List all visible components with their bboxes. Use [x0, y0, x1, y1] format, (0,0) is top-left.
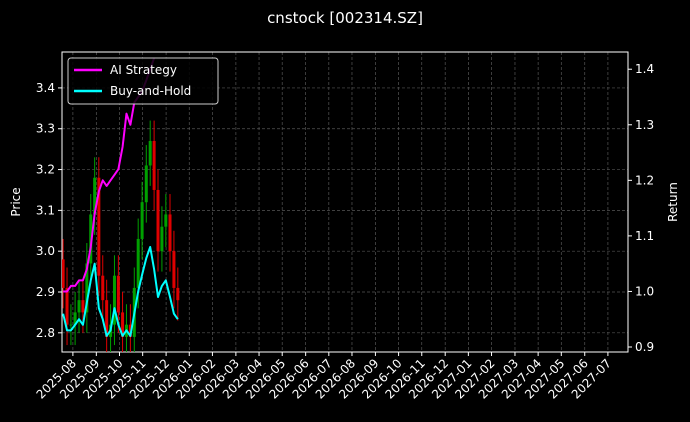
candle-body — [144, 165, 148, 203]
y2-tick-label: 1.4 — [635, 62, 654, 76]
series-line — [62, 246, 179, 337]
y-tick-label: 2.8 — [36, 326, 55, 340]
candle-body — [81, 300, 85, 313]
y2-tick-label: 1.1 — [635, 229, 654, 243]
candle-body — [101, 275, 105, 301]
candle-body — [116, 275, 120, 313]
candle-body — [156, 189, 160, 252]
candle-body — [77, 300, 81, 313]
candle-body — [73, 312, 77, 325]
candle-body — [148, 140, 152, 166]
candle-body — [85, 263, 89, 313]
y-tick-label: 2.9 — [36, 285, 55, 299]
candle-body — [172, 251, 176, 288]
legend-label: Buy-and-Hold — [110, 84, 191, 98]
chart-title: cnstock [002314.SZ] — [267, 9, 423, 27]
candle-body — [69, 324, 73, 326]
y2-tick-label: 0.9 — [635, 340, 654, 354]
candle-body — [105, 300, 109, 337]
y-tick-label: 3.2 — [36, 163, 55, 177]
candle-body — [168, 214, 172, 252]
y-tick-label: 3.0 — [36, 244, 55, 258]
candle-body — [136, 238, 140, 288]
y2-tick-label: 1.3 — [635, 118, 654, 132]
y2-tick-label: 1.0 — [635, 284, 654, 298]
y2-tick-label: 1.2 — [635, 173, 654, 187]
candle-body — [152, 140, 156, 190]
candle-body — [160, 226, 164, 252]
candle-body — [164, 214, 168, 227]
candle-body — [140, 202, 144, 239]
legend-label: AI Strategy — [110, 63, 177, 77]
candle-body — [121, 312, 125, 337]
y-tick-label: 3.4 — [36, 81, 55, 95]
y2-axis-label: Return — [666, 182, 680, 222]
y-tick-label: 3.3 — [36, 122, 55, 136]
y-tick-label: 3.1 — [36, 203, 55, 217]
plot-area — [62, 57, 180, 352]
candle-body — [93, 177, 97, 215]
candle-body — [97, 177, 101, 276]
candle-body — [62, 259, 65, 288]
candle-body — [176, 287, 180, 301]
legend-box — [67, 57, 219, 105]
candle-body — [65, 287, 69, 325]
candle-body — [112, 275, 116, 325]
y-axis-label: Price — [9, 187, 23, 216]
plot-frame — [61, 51, 629, 353]
